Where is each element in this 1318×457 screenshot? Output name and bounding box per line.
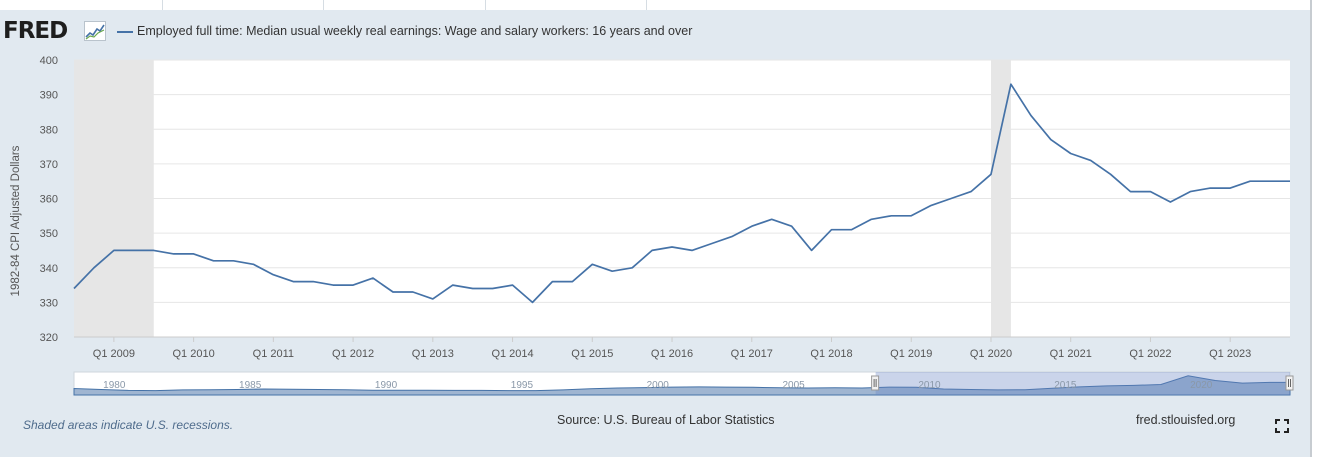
y-tick-label: 340 (40, 263, 58, 275)
x-tick-label: Q1 2011 (253, 348, 294, 360)
y-tick-label: 370 (40, 159, 58, 171)
navigator-tick-label: 2000 (647, 380, 670, 391)
navigator-tick-label: 2020 (1190, 380, 1213, 391)
y-tick-label: 380 (40, 124, 58, 136)
grid-layer (74, 59, 1290, 303)
x-tick-label: Q1 2014 (491, 348, 533, 360)
y-tick-label: 390 (40, 90, 58, 102)
recession-note: Shaded areas indicate U.S. recessions. (23, 418, 234, 432)
x-tick-label: Q1 2010 (173, 348, 215, 360)
y-tick-label: 330 (40, 297, 58, 309)
strip-divider (162, 0, 163, 10)
navigator-tick-label: 2010 (918, 380, 941, 391)
x-axis: Q1 2009 Q1 2010 Q1 2011 Q1 2012 Q1 2013 Q1 20… (74, 336, 1290, 360)
x-tick-label: Q1 2015 (571, 348, 613, 360)
navigator-selection (875, 372, 1290, 395)
legend-swatch (117, 31, 133, 33)
x-tick-label: Q1 2022 (1129, 348, 1171, 360)
y-tick-label: 400 (40, 55, 58, 67)
x-tick-label: Q1 2017 (731, 348, 773, 360)
site-link[interactable]: fred.stlouisfed.org (1136, 413, 1236, 427)
x-tick-label: Q1 2016 (651, 348, 693, 360)
strip-divider (323, 0, 324, 10)
x-tick-label: Q1 2020 (970, 348, 1012, 360)
x-tick-label: Q1 2012 (332, 348, 374, 360)
source-note: Source: U.S. Bureau of Labor Statistics (557, 413, 775, 427)
navigator-handle-right[interactable] (1285, 375, 1294, 391)
x-tick-label: Q1 2013 (412, 348, 454, 360)
navigator-handle-left[interactable] (871, 375, 880, 391)
series-layer (73, 83, 1290, 304)
y-axis: 320 330 340 350 360 370 380 390 400 (40, 55, 58, 344)
fred-logo[interactable]: FRED (3, 18, 68, 44)
strip-divider (485, 0, 486, 10)
legend-label[interactable]: Employed full time: Median usual weekly … (137, 24, 693, 38)
top-strip (0, 0, 1310, 10)
y-tick-label: 350 (40, 228, 58, 240)
x-tick-label: Q1 2021 (1050, 348, 1092, 360)
strip-divider (646, 0, 647, 10)
x-tick-label: Q1 2023 (1209, 348, 1251, 360)
navigator-tick-label: 2015 (1054, 380, 1077, 391)
y-tick-label: 360 (40, 194, 58, 206)
x-tick-label: Q1 2018 (810, 348, 852, 360)
x-tick-label: Q1 2019 (890, 348, 932, 360)
x-tick-label: Q1 2009 (93, 348, 135, 360)
y-axis-label: 1982-84 CPI Adjusted Dollars (10, 145, 22, 296)
navigator-tick-label: 1990 (375, 380, 398, 391)
navigator-tick-label: 2005 (783, 380, 806, 391)
trend-graph-icon (84, 21, 106, 41)
fullscreen-icon[interactable] (1275, 419, 1289, 433)
navigator-tick-label: 1985 (239, 380, 262, 391)
navigator-tick-label: 1995 (511, 380, 534, 391)
y-tick-label: 320 (40, 332, 58, 344)
window-edge (1310, 0, 1318, 457)
navigator[interactable]: 1980 1985 1990 1995 2000 2005 2010 2015 2020 (73, 371, 1294, 396)
series-line (73, 83, 1290, 304)
navigator-series (73, 375, 1291, 396)
navigator-tick-label: 1980 (103, 380, 126, 391)
